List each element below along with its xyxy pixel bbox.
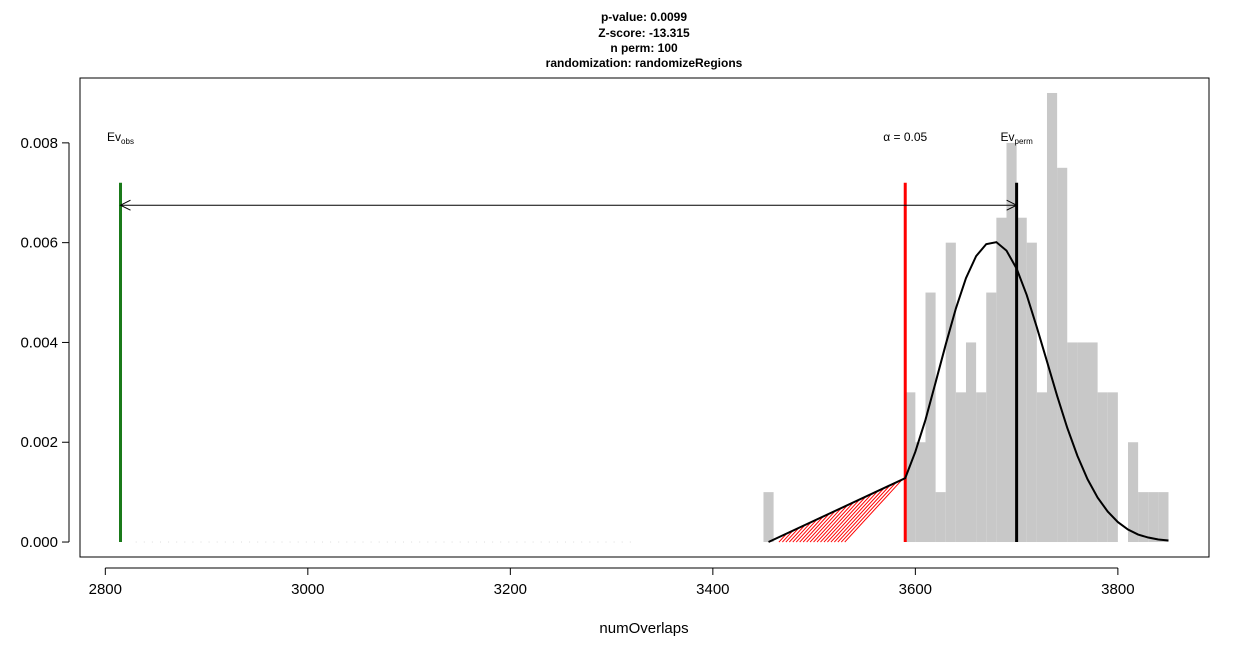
reference-lines [119,182,1019,543]
histogram-bar [955,392,966,543]
histogram-bar [1127,442,1139,543]
hatch-line [799,516,824,543]
hatch-line [806,510,836,543]
rejection-region-hatch [135,479,903,543]
histogram-bar [915,442,926,543]
histogram-bar [1148,492,1159,543]
histogram-bar [976,392,987,543]
arrow-head-left [119,199,131,211]
x-tick-label: 3400 [696,581,729,598]
hatch-line [837,484,891,543]
annotation-Ev_obs: Evobs [107,130,134,146]
hatch-line [813,504,848,543]
title-line-randomization: randomization: randomizeRegions [546,56,743,70]
y-tick-label: 0.002 [20,434,58,451]
histogram-bar [1016,217,1027,543]
histogram-bar [1138,492,1149,543]
distance-arrow [119,199,1018,211]
histogram-bar [1077,342,1088,543]
hatch-line [795,518,818,543]
arrow-head-right [1006,199,1018,211]
hatch-line [816,501,854,543]
hatch-line [833,487,885,543]
histogram-bar [945,242,956,543]
hatch-line [802,513,830,543]
hatch-line [830,490,879,543]
histogram-bar [965,342,977,543]
hatch-line [792,521,812,543]
x-tick-label: 3600 [899,581,932,598]
hatch-line [827,493,873,543]
y-axis: 0.000 0.002 0.004 0.006 0.008 [20,135,70,551]
histogram-bar [1046,92,1058,543]
histogram-bar [1158,492,1169,543]
x-axis: 2800 3000 3200 3400 3600 3800 [89,567,1135,598]
hatch-line [840,482,897,543]
chart-title: p-value: 0.0099 Z-score: -13.315 n perm:… [546,10,743,70]
histogram-bar [1026,242,1037,543]
density-curve [768,241,1169,543]
x-tick-label: 2800 [89,581,122,598]
histogram-bar [1097,392,1108,543]
hatch-line [785,527,800,543]
histogram-bar [996,217,1007,543]
title-line-pvalue: p-value: 0.0099 [601,10,687,24]
histogram-bar [1087,342,1098,543]
histogram-bars [763,92,1169,543]
histogram-bar [1036,392,1047,543]
annotation-alpha: α = 0.05 [883,130,927,144]
annotation-Ev_perm: Evperm [1000,130,1033,146]
histogram-bar [1057,167,1068,543]
x-tick-label: 3000 [291,581,324,598]
histogram-bar [763,492,774,543]
line-annotations: Evobs α = 0.05 Evperm [107,130,1033,146]
title-line-zscore: Z-score: -13.315 [598,26,690,40]
hatch-line [820,499,861,543]
y-tick-label: 0.006 [20,235,58,252]
y-tick-label: 0.000 [20,534,58,551]
title-line-nperm: n perm: 100 [610,41,678,55]
hatch-line [823,496,867,543]
y-tick-label: 0.008 [20,135,58,152]
x-axis-label: numOverlaps [599,620,688,637]
density-curve-group [768,241,1169,543]
x-tick-label: 3800 [1101,581,1134,598]
hatch-line [844,479,903,543]
hatch-line [809,507,842,543]
hatch-line [788,524,806,543]
y-tick-label: 0.004 [20,334,58,351]
plot-frame [79,77,1210,558]
histogram-bar [935,492,946,543]
histogram-bar [1107,392,1118,543]
histogram-bar [925,292,936,543]
histogram-bar [1006,142,1017,543]
histogram-bar [986,292,997,543]
x-tick-label: 3200 [494,581,527,598]
